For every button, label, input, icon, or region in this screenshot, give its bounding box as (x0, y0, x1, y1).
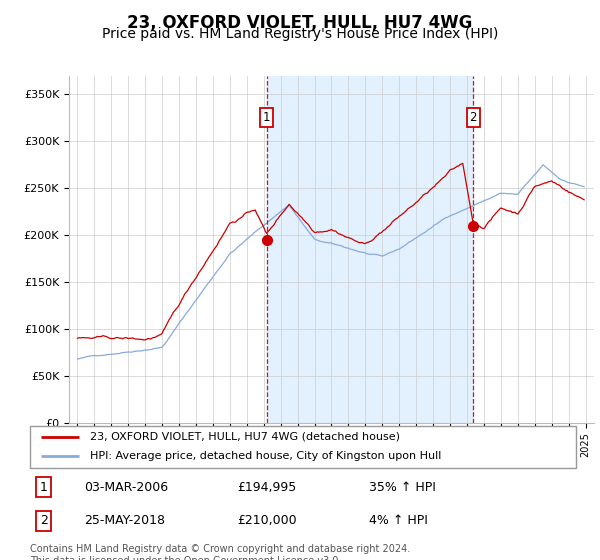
Text: 2: 2 (469, 111, 477, 124)
Text: £210,000: £210,000 (238, 514, 297, 528)
Text: HPI: Average price, detached house, City of Kingston upon Hull: HPI: Average price, detached house, City… (90, 451, 442, 461)
Text: 4% ↑ HPI: 4% ↑ HPI (368, 514, 427, 528)
Text: 2: 2 (40, 514, 47, 528)
Text: £194,995: £194,995 (238, 480, 297, 494)
Text: 35% ↑ HPI: 35% ↑ HPI (368, 480, 436, 494)
Text: Contains HM Land Registry data © Crown copyright and database right 2024.
This d: Contains HM Land Registry data © Crown c… (30, 544, 410, 560)
FancyBboxPatch shape (30, 426, 576, 468)
Text: Price paid vs. HM Land Registry's House Price Index (HPI): Price paid vs. HM Land Registry's House … (102, 27, 498, 41)
Text: 25-MAY-2018: 25-MAY-2018 (85, 514, 166, 528)
Text: 23, OXFORD VIOLET, HULL, HU7 4WG (detached house): 23, OXFORD VIOLET, HULL, HU7 4WG (detach… (90, 432, 400, 442)
Bar (266, 76, 473, 423)
Text: 1: 1 (40, 480, 47, 494)
Text: 1: 1 (263, 111, 271, 124)
Text: 23, OXFORD VIOLET, HULL, HU7 4WG: 23, OXFORD VIOLET, HULL, HU7 4WG (127, 14, 473, 32)
Text: 03-MAR-2006: 03-MAR-2006 (85, 480, 169, 494)
